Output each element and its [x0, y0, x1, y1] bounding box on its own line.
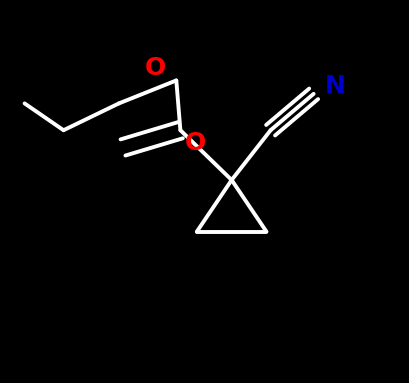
Text: O: O	[184, 131, 205, 155]
Text: N: N	[324, 74, 345, 98]
Text: O: O	[145, 56, 166, 80]
